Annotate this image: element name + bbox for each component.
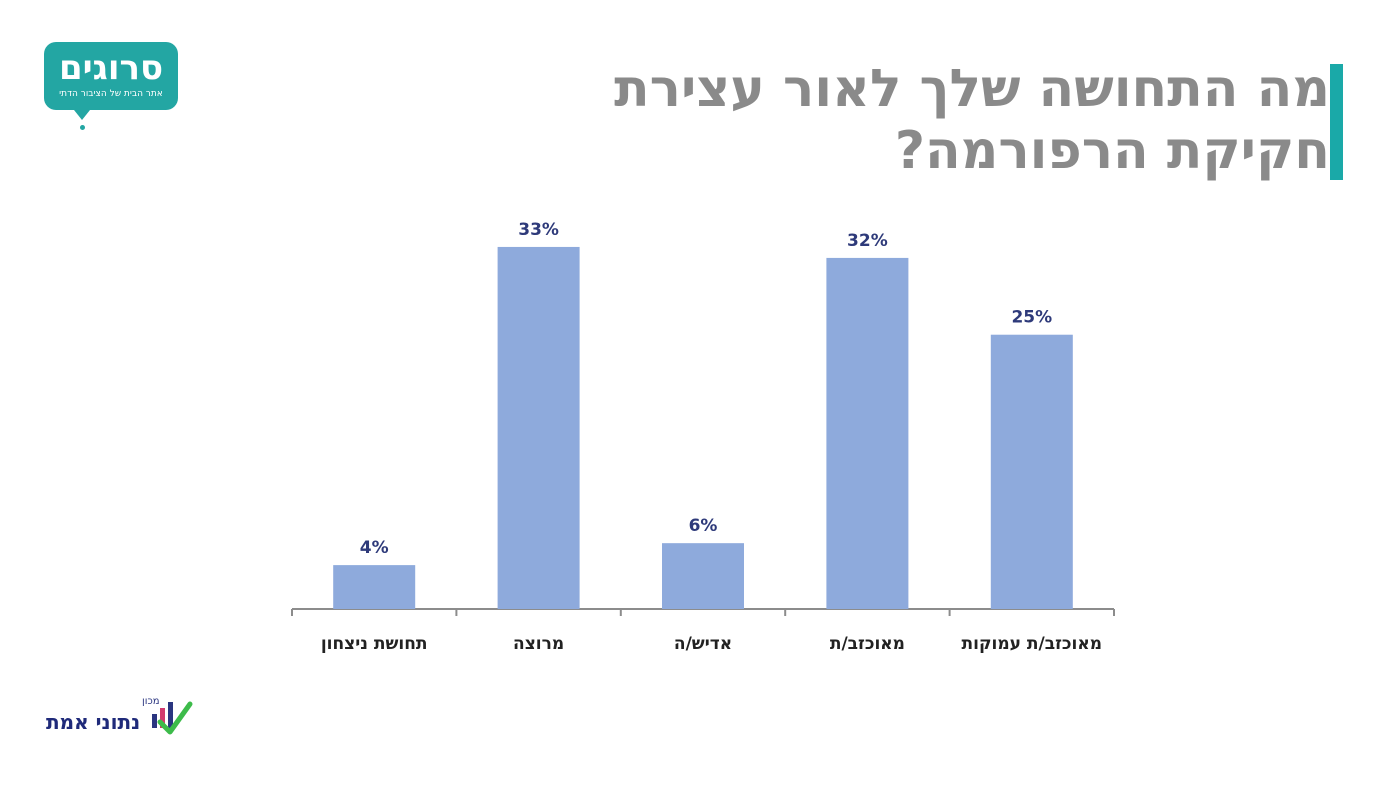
data-label: 25% bbox=[1011, 308, 1052, 328]
category-label: מאוכזב/ת bbox=[830, 634, 905, 654]
data-label: 6% bbox=[689, 516, 718, 536]
bar bbox=[826, 257, 909, 609]
data-label: 32% bbox=[847, 231, 888, 251]
emet-logo-name: נתוני אמת bbox=[46, 710, 141, 734]
srugim-logo-tagline: אתר הבית של הציבור הדתי bbox=[59, 89, 163, 99]
speech-bubble-dot-icon bbox=[80, 125, 85, 130]
bar bbox=[662, 543, 744, 609]
emet-logo-prefix: מכון bbox=[142, 696, 160, 707]
speech-bubble-tail-icon bbox=[74, 110, 90, 120]
bar bbox=[990, 334, 1073, 609]
emet-logo: מכון נתוני אמת bbox=[46, 694, 196, 742]
category-label: אדיש/ה bbox=[674, 634, 732, 654]
srugim-logo: סרוגים אתר הבית של הציבור הדתי bbox=[44, 42, 178, 130]
srugim-logo-name: סרוגים bbox=[58, 48, 164, 88]
page-title-line-1: מה התחושה שלך לאור עצירת bbox=[614, 59, 1330, 119]
title-accent-bar bbox=[1330, 64, 1343, 180]
category-label: תחושת ניצחון bbox=[321, 634, 428, 654]
category-label: מרוצה bbox=[513, 634, 564, 654]
bar bbox=[497, 246, 580, 609]
bar bbox=[333, 565, 416, 609]
data-label: 4% bbox=[360, 538, 389, 558]
bar-check-icon bbox=[152, 701, 193, 735]
data-label: 33% bbox=[518, 220, 559, 240]
page-title: מה התחושה שלך לאור עצירת חקיקת הרפורמה? bbox=[570, 58, 1330, 182]
category-label: מאוכזב/ת עמוקות bbox=[962, 634, 1102, 654]
page-title-line-2: חקיקת הרפורמה? bbox=[894, 121, 1330, 181]
